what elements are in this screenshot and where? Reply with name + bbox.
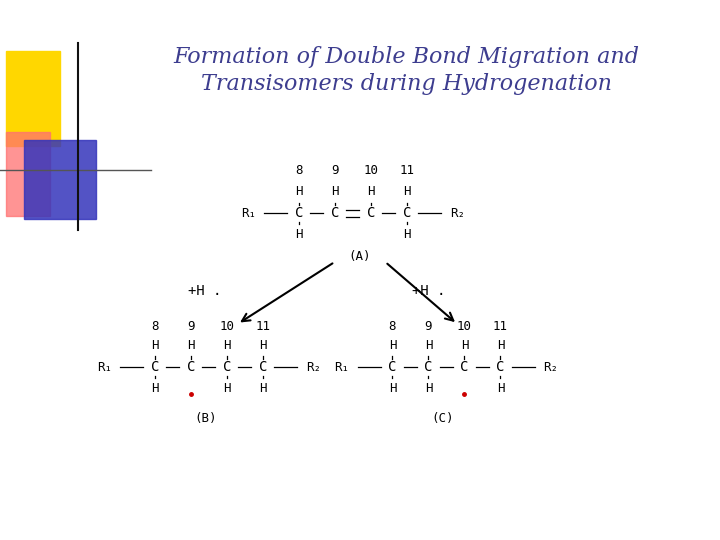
Text: 9: 9 bbox=[187, 320, 194, 333]
Text: +H .: +H . bbox=[412, 284, 445, 298]
Text: R₂: R₂ bbox=[306, 361, 320, 374]
Text: R₁: R₁ bbox=[241, 207, 256, 220]
Text: C: C bbox=[496, 360, 505, 374]
Text: 10: 10 bbox=[457, 320, 472, 333]
Text: R₁: R₁ bbox=[335, 361, 349, 374]
Text: H: H bbox=[403, 185, 410, 198]
Text: H: H bbox=[497, 382, 504, 395]
Text: H: H bbox=[403, 228, 410, 241]
Text: 8: 8 bbox=[151, 320, 158, 333]
Text: 11: 11 bbox=[493, 320, 508, 333]
Text: C: C bbox=[366, 206, 375, 220]
Text: 11: 11 bbox=[256, 320, 270, 333]
Text: (B): (B) bbox=[194, 412, 217, 425]
Text: Transisomers during Hydrogenation: Transisomers during Hydrogenation bbox=[202, 73, 612, 94]
Text: C: C bbox=[258, 360, 267, 374]
Text: C: C bbox=[186, 360, 195, 374]
Text: C: C bbox=[460, 360, 469, 374]
Text: C: C bbox=[222, 360, 231, 374]
Text: 10: 10 bbox=[364, 164, 378, 177]
Text: 8: 8 bbox=[389, 320, 396, 333]
Text: H: H bbox=[151, 382, 158, 395]
Text: 11: 11 bbox=[400, 164, 414, 177]
Text: (C): (C) bbox=[431, 412, 454, 425]
Text: R₂: R₂ bbox=[450, 207, 464, 220]
Bar bbox=[6, 132, 50, 216]
Text: H: H bbox=[425, 382, 432, 395]
Text: H: H bbox=[295, 228, 302, 241]
Text: C: C bbox=[330, 206, 339, 220]
Text: C: C bbox=[150, 360, 159, 374]
Text: H: H bbox=[425, 339, 432, 352]
Text: H: H bbox=[223, 339, 230, 352]
Text: H: H bbox=[259, 382, 266, 395]
Text: H: H bbox=[389, 382, 396, 395]
Text: R₂: R₂ bbox=[544, 361, 558, 374]
Text: C: C bbox=[424, 360, 433, 374]
Bar bbox=[6, 51, 60, 146]
Text: H: H bbox=[151, 339, 158, 352]
Text: H: H bbox=[461, 339, 468, 352]
Text: H: H bbox=[295, 185, 302, 198]
Text: C: C bbox=[388, 360, 397, 374]
Text: H: H bbox=[367, 185, 374, 198]
Text: (A): (A) bbox=[348, 250, 372, 263]
Text: H: H bbox=[497, 339, 504, 352]
Text: Formation of Double Bond Migration and: Formation of Double Bond Migration and bbox=[174, 46, 640, 68]
Bar bbox=[24, 140, 96, 219]
Text: H: H bbox=[331, 185, 338, 198]
Text: C: C bbox=[402, 206, 411, 220]
Text: H: H bbox=[223, 382, 230, 395]
Text: +H .: +H . bbox=[189, 284, 222, 298]
Text: H: H bbox=[259, 339, 266, 352]
Text: 10: 10 bbox=[220, 320, 234, 333]
Text: 9: 9 bbox=[331, 164, 338, 177]
Text: H: H bbox=[389, 339, 396, 352]
Text: 8: 8 bbox=[295, 164, 302, 177]
Text: H: H bbox=[187, 339, 194, 352]
Text: C: C bbox=[294, 206, 303, 220]
Text: R₁: R₁ bbox=[97, 361, 112, 374]
Text: 9: 9 bbox=[425, 320, 432, 333]
